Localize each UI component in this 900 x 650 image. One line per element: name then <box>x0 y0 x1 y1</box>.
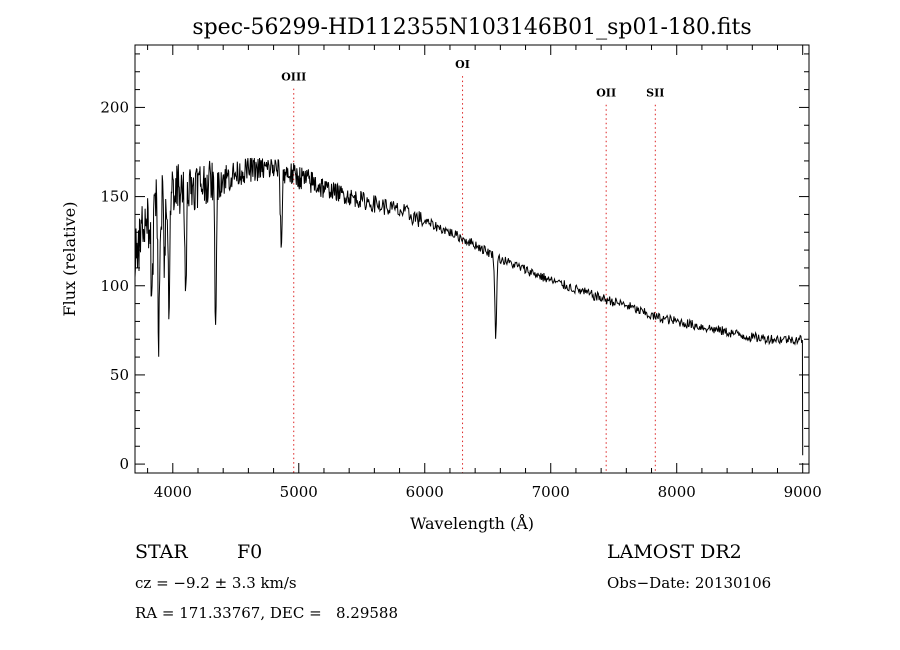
chart-title: spec-56299-HD112355N103146B01_sp01-180.f… <box>192 15 751 40</box>
spectral-line-markers: OIII OI OII SII <box>281 58 664 473</box>
x-tick-label: 4000 <box>154 483 192 501</box>
object-class: STAR <box>135 541 188 563</box>
x-axis-label: Wavelength (Å) <box>410 513 534 533</box>
plot-frame <box>134 44 810 474</box>
x-tick-label: 8000 <box>658 483 696 501</box>
y-axis-label: Flux (relative) <box>60 202 79 317</box>
spectral-line-label: OI <box>455 58 470 71</box>
x-tick-label: 5000 <box>280 483 318 501</box>
y-tick-label: 150 <box>100 188 129 206</box>
x-tick-label: 6000 <box>406 483 444 501</box>
y-tick-label: 200 <box>100 98 129 116</box>
axis-ticks: 4000 5000 6000 7000 8000 9000 0 50 100 150 200 <box>100 45 822 501</box>
survey-label: LAMOST DR2 <box>607 541 742 563</box>
x-tick-label: 9000 <box>784 483 822 501</box>
y-tick-label: 50 <box>110 366 129 384</box>
spectrum-series-line <box>134 157 804 456</box>
spectral-line-label: OIII <box>281 71 306 84</box>
y-tick-label: 0 <box>119 455 129 473</box>
spectral-line-label: OII <box>596 87 616 100</box>
redshift-readout: cz = −9.2 ± 3.3 km/s <box>135 574 297 592</box>
coordinates-readout: RA = 171.33767, DEC = 8.29588 <box>135 604 399 622</box>
spectral-line-label: SII <box>646 87 664 100</box>
obs-date-readout: Obs−Date: 20130106 <box>607 574 772 592</box>
x-tick-label: 7000 <box>532 483 570 501</box>
object-subclass: F0 <box>237 541 263 563</box>
y-tick-label: 100 <box>100 277 129 295</box>
